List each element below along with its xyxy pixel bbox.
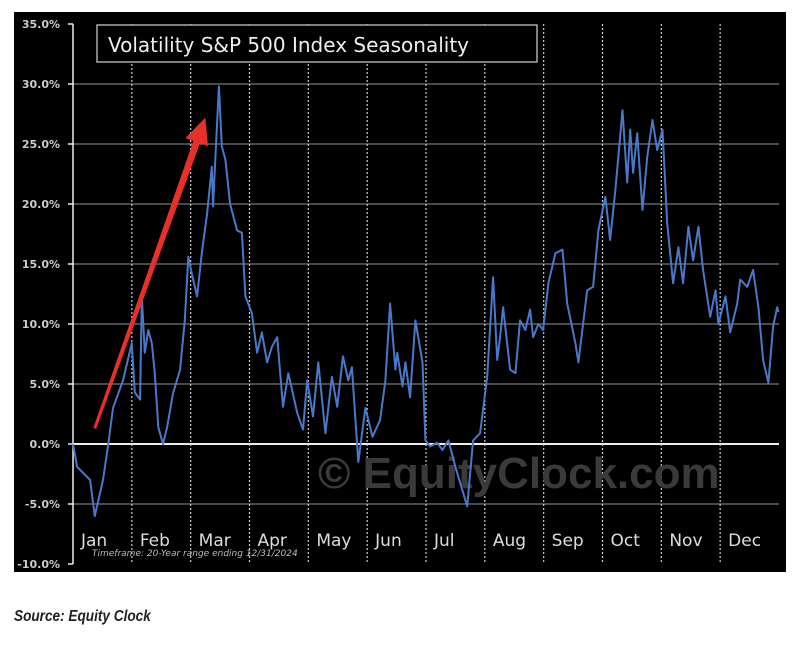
source-caption: Source: Equity Clock [14, 608, 151, 625]
x-tick-label: Sep [552, 531, 584, 551]
watermark: © EquityClock.com [318, 449, 720, 498]
series-line [72, 85, 780, 517]
chart-title: Volatility S&P 500 Index Seasonality [108, 33, 469, 57]
x-tick-label: Apr [258, 531, 287, 551]
x-tick-label: Jan [80, 531, 107, 551]
y-tick-label: 35.0% [22, 18, 60, 31]
timeframe-note: Timeframe: 20-Year range ending 12/31/20… [92, 549, 298, 559]
y-tick-label: 25.0% [22, 138, 60, 151]
x-tick-label: Feb [140, 531, 170, 551]
y-tick-label: -5.0% [25, 498, 60, 511]
grid [73, 24, 779, 564]
x-tick-label: Jun [374, 531, 402, 551]
x-tick-label: Dec [728, 531, 761, 551]
x-tick-label: Jul [433, 531, 455, 551]
arrow-shape [93, 117, 208, 429]
x-tick-label: May [316, 531, 351, 551]
x-tick-label: Mar [199, 531, 231, 551]
red-arrow-annotation [93, 117, 208, 429]
x-tick-label: Nov [669, 531, 702, 551]
x-tick-label: Oct [611, 531, 641, 551]
y-tick-label: 30.0% [22, 78, 60, 91]
y-tick-label: 5.0% [29, 378, 60, 391]
y-tick-label: -10.0% [17, 558, 60, 571]
y-axis: 35.0% 30.0% 25.0% 20.0% 15.0% 10.0% 5.0% 0.0% -5… [17, 18, 74, 571]
x-axis: Jan Feb Mar Apr May Jun Jul Aug Sep Oct Nov Dec [80, 531, 761, 551]
y-tick-label: 15.0% [22, 258, 60, 271]
title-box: Volatility S&P 500 Index Seasonality [96, 24, 538, 63]
y-tick-label: 20.0% [22, 198, 60, 211]
x-tick-label: Aug [493, 531, 526, 551]
y-tick-label: 10.0% [22, 318, 60, 331]
y-tick-label: 0.0% [29, 438, 60, 451]
